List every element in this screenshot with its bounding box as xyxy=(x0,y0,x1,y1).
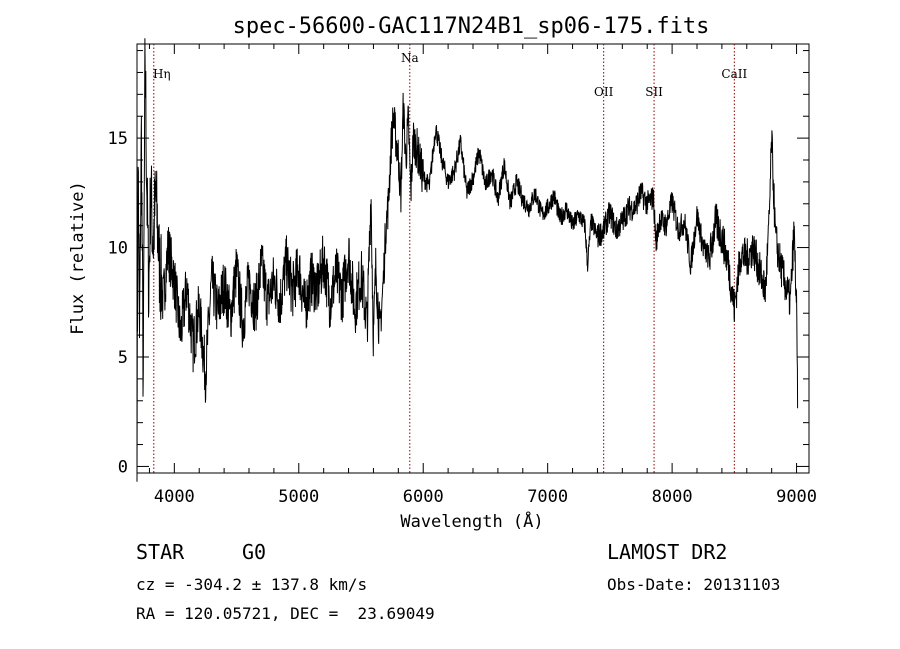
survey-name: LAMOST DR2 xyxy=(607,540,728,564)
redshift-velocity: cz = -304.2 ± 137.8 km/s xyxy=(136,575,368,594)
x-tick-label: 7000 xyxy=(527,487,568,507)
y-axis-label: Flux (relative) xyxy=(68,181,88,335)
object-class: STAR xyxy=(136,540,185,564)
tick-labels: 4000 5000 6000 7000 8000 9000 0 5 10 15 xyxy=(108,129,818,507)
chart-title: spec-56600-GAC117N24B1_sp06-175.fits xyxy=(233,14,710,39)
spectral-lines: Hη Na OII SII CaII xyxy=(153,44,747,473)
x-tick-label: 5000 xyxy=(278,487,319,507)
spectrum-series-line xyxy=(136,38,799,482)
spectral-line-label: CaII xyxy=(721,67,747,81)
y-tick-label: 0 xyxy=(118,457,128,477)
obs-date: Obs-Date: 20131103 xyxy=(607,575,781,594)
spectral-line-label: OII xyxy=(594,85,614,99)
x-tick-label: 6000 xyxy=(403,487,444,507)
series-layer xyxy=(136,38,799,482)
y-tick-label: 10 xyxy=(108,239,128,259)
object-subclass: G0 xyxy=(242,540,267,564)
spectral-line-label: Hη xyxy=(153,67,171,81)
x-tick-label: 8000 xyxy=(652,487,693,507)
y-tick-label: 15 xyxy=(108,129,128,149)
ra-dec: RA = 120.05721, DEC = 23.69049 xyxy=(136,604,435,623)
y-tick-label: 5 xyxy=(118,348,128,368)
spectral-line-label: Na xyxy=(401,51,419,65)
x-tick-label: 4000 xyxy=(154,487,195,507)
x-axis-label: Wavelength (Å) xyxy=(400,510,543,532)
spectral-line-label: SII xyxy=(645,85,663,99)
x-tick-label: 9000 xyxy=(776,487,817,507)
